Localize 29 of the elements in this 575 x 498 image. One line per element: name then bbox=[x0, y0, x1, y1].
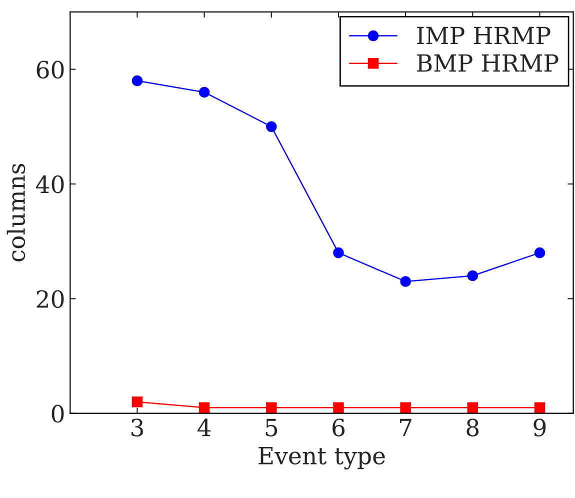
point bbox=[467, 270, 478, 282]
point bbox=[400, 402, 411, 413]
point bbox=[400, 276, 411, 287]
y-tick-label: 40 bbox=[36, 175, 64, 194]
point bbox=[198, 86, 210, 98]
point bbox=[467, 402, 478, 413]
legend-label: IMP HRMP bbox=[417, 26, 550, 44]
y-tick-label: 60 bbox=[36, 60, 64, 79]
x-tick-label: 9 bbox=[534, 418, 546, 436]
y-tick-label: 20 bbox=[36, 290, 64, 308]
point bbox=[198, 402, 210, 413]
legend-label: BMP HRMP bbox=[417, 54, 558, 72]
point bbox=[132, 396, 143, 408]
point bbox=[132, 75, 143, 86]
y-tick-label: 0 bbox=[52, 404, 64, 423]
x-tick-label: 6 bbox=[332, 418, 345, 436]
x-tick-label: 8 bbox=[466, 418, 479, 436]
point bbox=[333, 402, 344, 413]
x-tick-label: 5 bbox=[266, 418, 278, 436]
point bbox=[266, 402, 277, 413]
x-tick-label: 7 bbox=[400, 418, 412, 436]
point bbox=[534, 402, 546, 413]
x-tick-label: 4 bbox=[198, 418, 211, 436]
x-axis-title: Event type bbox=[258, 447, 385, 470]
point bbox=[266, 121, 277, 132]
x-tick-label: 3 bbox=[132, 418, 143, 436]
point bbox=[534, 247, 546, 258]
y-axis-title: columns bbox=[6, 164, 26, 262]
point bbox=[333, 247, 344, 258]
